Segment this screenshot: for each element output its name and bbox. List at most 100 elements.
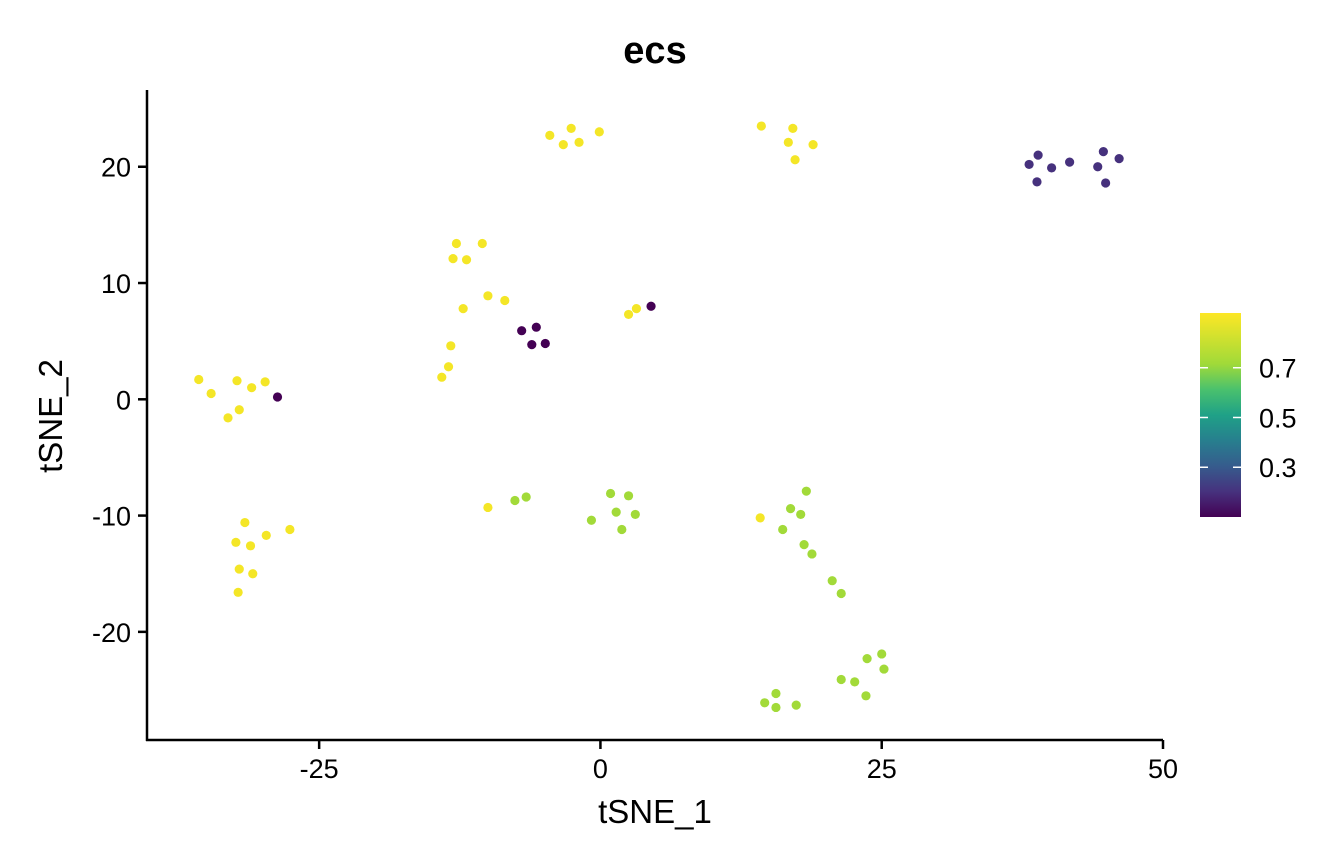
- data-point: [1098, 147, 1108, 157]
- data-point: [206, 388, 216, 399]
- data-point: [778, 524, 788, 535]
- data-point: [531, 322, 541, 332]
- data-point: [790, 155, 800, 165]
- y-tick-label: 20: [101, 153, 131, 183]
- data-point: [194, 374, 204, 385]
- data-point: [245, 541, 256, 551]
- data-point: [771, 702, 781, 713]
- data-point: [1114, 154, 1124, 164]
- data-point: [247, 383, 257, 393]
- data-point: [517, 326, 527, 336]
- data-point: [248, 569, 258, 579]
- data-point: [461, 255, 472, 265]
- data-point: [808, 140, 818, 150]
- data-point: [756, 121, 766, 131]
- data-point: [771, 688, 781, 699]
- data-point: [796, 509, 806, 520]
- data-point: [785, 504, 796, 514]
- x-tick-label: 25: [867, 754, 897, 784]
- data-point: [799, 540, 809, 550]
- y-tick-label: 0: [116, 385, 131, 415]
- colorbar-tick-label: 0.5: [1259, 403, 1297, 433]
- data-point: [234, 564, 244, 574]
- colorbar-tick-label: 0.7: [1259, 354, 1297, 384]
- data-point: [836, 588, 846, 599]
- data-point: [623, 309, 634, 320]
- data-point: [605, 488, 616, 499]
- data-point: [223, 413, 233, 423]
- data-point: [631, 304, 642, 314]
- data-point: [540, 338, 550, 349]
- data-point: [836, 674, 846, 685]
- data-point: [477, 238, 487, 249]
- y-tick-label: -10: [92, 502, 131, 532]
- colorbar-gradient: [1200, 313, 1241, 517]
- y-tick-label: -20: [92, 618, 131, 648]
- data-point: [483, 291, 493, 301]
- data-point: [1093, 162, 1103, 172]
- x-tick-label: -25: [300, 754, 339, 784]
- data-point: [801, 486, 811, 496]
- chart-title: ecs: [623, 30, 686, 72]
- data-point: [232, 376, 242, 386]
- x-tick-label: 50: [1148, 754, 1178, 784]
- data-point: [861, 691, 871, 701]
- data-point: [558, 140, 568, 150]
- data-point: [788, 123, 798, 133]
- x-tick-label: 0: [593, 754, 608, 784]
- data-point: [1032, 177, 1042, 187]
- data-point: [630, 509, 640, 520]
- y-tick-label: 10: [101, 269, 131, 299]
- data-point: [510, 495, 520, 506]
- data-point: [285, 524, 295, 535]
- data-point: [566, 123, 576, 133]
- data-point: [877, 649, 887, 659]
- x-axis-title: tSNE_1: [598, 793, 712, 830]
- data-point: [760, 698, 770, 708]
- data-point: [646, 301, 656, 311]
- data-point: [594, 127, 604, 137]
- data-point: [850, 677, 860, 687]
- y-axis-title: tSNE_2: [32, 359, 69, 473]
- data-point: [783, 137, 793, 147]
- data-point: [446, 341, 456, 351]
- data-point: [233, 587, 243, 597]
- data-point: [527, 340, 537, 350]
- data-point: [443, 362, 454, 372]
- data-point: [617, 524, 627, 535]
- data-points: [194, 121, 1124, 713]
- data-point: [623, 491, 634, 501]
- data-point: [1065, 157, 1075, 167]
- data-point: [755, 513, 765, 523]
- data-point: [827, 576, 837, 586]
- data-point: [458, 304, 468, 314]
- data-point: [1101, 178, 1111, 188]
- data-point: [261, 530, 271, 540]
- data-point: [521, 492, 531, 502]
- data-point: [240, 517, 250, 528]
- data-point: [586, 515, 597, 525]
- data-point: [451, 238, 462, 249]
- data-point: [1047, 163, 1057, 173]
- data-point: [574, 137, 584, 147]
- data-point: [879, 664, 889, 674]
- y-axis-ticks: -20 -10 0 10 20: [92, 153, 147, 648]
- data-point: [500, 295, 510, 306]
- data-point: [1024, 159, 1034, 170]
- data-point: [260, 377, 270, 387]
- data-point: [807, 549, 817, 559]
- data-point: [483, 502, 493, 513]
- colorbar-legend: 0.3 0.5 0.7: [1200, 313, 1297, 517]
- data-point: [272, 392, 283, 402]
- data-point: [231, 537, 241, 547]
- data-point: [234, 405, 244, 415]
- data-point: [1033, 150, 1043, 160]
- data-point: [448, 254, 458, 264]
- data-point: [611, 507, 621, 517]
- data-point: [862, 654, 872, 664]
- colorbar-tick-label: 0.3: [1259, 453, 1297, 483]
- data-point: [791, 700, 801, 710]
- data-point: [545, 130, 555, 140]
- data-point: [437, 372, 447, 382]
